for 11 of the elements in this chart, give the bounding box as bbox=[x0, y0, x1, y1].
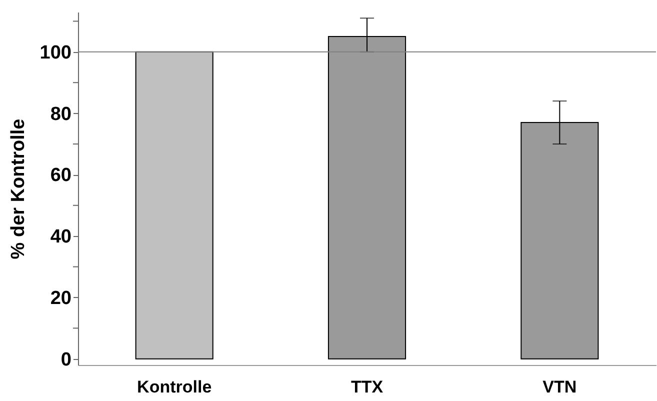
x-tick-label: TTX bbox=[350, 378, 384, 396]
x-tick-label: VTN bbox=[542, 378, 577, 396]
y-tick-label: 60 bbox=[50, 165, 72, 186]
y-tick-label: 20 bbox=[50, 288, 72, 309]
y-axis-title: % der Kontrolle bbox=[8, 118, 29, 260]
bar bbox=[135, 51, 214, 360]
y-tick-label: 80 bbox=[50, 104, 72, 125]
x-tick-label: Kontrolle bbox=[137, 378, 212, 396]
y-tick-label: 0 bbox=[60, 349, 72, 370]
y-tick-label: 100 bbox=[40, 42, 72, 64]
y-tick-label: 40 bbox=[50, 226, 72, 248]
